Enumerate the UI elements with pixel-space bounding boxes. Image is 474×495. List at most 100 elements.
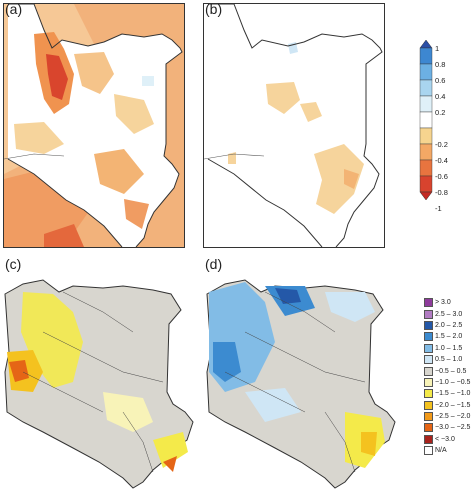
legend-label: −2.0 – −1.5 [435, 401, 471, 409]
legend-row: −3.0 – −2.5 [424, 422, 474, 433]
legend-swatch [424, 423, 433, 433]
colorbar-tick-label: -0.6 [435, 172, 448, 181]
colorbar-segment [419, 47, 433, 65]
kenya-border-south-a [7, 158, 123, 247]
anomaly-blob-b1 [266, 82, 300, 114]
anomaly-blob-b6 [228, 152, 236, 164]
legend-label: −1.0 – −0.5 [435, 378, 471, 386]
legend-row: −1.0 – −0.5 [424, 377, 474, 388]
lake-border-b [204, 153, 265, 160]
anomaly-blob-b4 [344, 169, 359, 189]
anomaly-blob-b3 [314, 144, 364, 214]
panel-label-c: (c) [5, 256, 22, 272]
colorbar: 1 0.8 0.6 0.4 0.2 -0.2 -0.4 -0.6 -0.8 -1 [419, 40, 448, 213]
trend-map-d [206, 279, 396, 489]
legend-row: 2.5 – 3.0 [424, 308, 474, 319]
legend-label: −0.5 – 0.5 [435, 367, 467, 375]
legend-row: −2.5 – −2.0 [424, 411, 474, 422]
legend-label: 1.5 – 2.0 [435, 333, 463, 341]
anomaly-blob-c6 [163, 456, 177, 472]
colorbar-tick-label: 0.8 [435, 60, 445, 69]
county-borders-c [22, 291, 164, 473]
legend-row: 2.0 – 2.5 [424, 320, 474, 331]
colorbar-tick-label: -0.4 [435, 156, 448, 165]
anomaly-blob-d8 [361, 432, 377, 456]
map-panel-c [3, 272, 198, 490]
lake-border-a [4, 153, 65, 160]
trend-legend: > 3.0 2.5 – 3.0 2.0 – 2.5 1.5 – 2.0 1.0 – 1.… [424, 297, 474, 456]
colorbar-bottom-arrow [419, 191, 433, 201]
colorbar-segment [419, 159, 433, 177]
anomaly-blob-a6 [94, 149, 144, 194]
map-panel-d [205, 272, 400, 490]
legend-swatch [424, 309, 433, 319]
panel-label-a: (a) [5, 1, 23, 17]
map-panel-a [3, 3, 185, 248]
legend-label: < −3.0 [435, 435, 455, 443]
county-borders-d [224, 291, 366, 473]
legend-row: −2.0 – −1.5 [424, 400, 474, 411]
correlation-map-a [4, 4, 184, 247]
colorbar-tick-label: -0.8 [435, 188, 448, 197]
legend-swatch [424, 389, 433, 399]
legend-swatch [424, 355, 433, 365]
legend-label: −1.5 – −1.0 [435, 390, 471, 398]
anomaly-blob-a4 [114, 94, 154, 134]
colorbar-tick-label: -0.2 [435, 140, 448, 149]
legend-label: > 3.0 [435, 299, 451, 307]
kenya-border-south-b [207, 158, 323, 247]
anomaly-blob-d2 [213, 342, 241, 382]
legend-label: N/A [435, 447, 447, 455]
anomaly-blob-c4 [103, 392, 153, 432]
correlation-map-b [204, 4, 384, 247]
legend-swatch [424, 446, 433, 456]
legend-row: −1.5 – −1.0 [424, 388, 474, 399]
anomaly-blob-a5 [14, 122, 64, 154]
legend-row: N/A [424, 445, 474, 456]
colorbar-segment [419, 127, 433, 145]
colorbar-segment [419, 175, 433, 193]
panel-label-b: (b) [205, 1, 223, 17]
legend-swatch [424, 400, 433, 410]
anomaly-blob-d6 [245, 388, 301, 422]
legend-label: 0.5 – 1.0 [435, 356, 463, 364]
colorbar-tick-label: 1 [435, 44, 439, 53]
colorbar-tick-label: 0.6 [435, 76, 445, 85]
kenya-border-b [208, 4, 383, 247]
anomaly-blob-a2 [46, 54, 68, 100]
legend-row: −0.5 – 0.5 [424, 365, 474, 376]
colorbar-tick-label: 0.2 [435, 108, 445, 117]
colorbar-segment [419, 79, 433, 97]
legend-row: 1.0 – 1.5 [424, 343, 474, 354]
colorbar-segment [419, 143, 433, 161]
anomaly-blob-b2 [300, 102, 322, 122]
colorbar-segment [419, 63, 433, 81]
trend-map-c [4, 279, 194, 489]
colorbar-top-arrow [419, 40, 433, 49]
legend-row: < −3.0 [424, 434, 474, 445]
legend-row: 1.5 – 2.0 [424, 331, 474, 342]
anomaly-blob-a8 [142, 76, 154, 86]
legend-row: 0.5 – 1.0 [424, 354, 474, 365]
legend-label: 2.0 – 2.5 [435, 321, 463, 329]
kenya-border-a [8, 4, 183, 247]
legend-swatch [424, 332, 433, 342]
legend-swatch [424, 377, 433, 387]
legend-swatch [424, 366, 433, 376]
anomaly-blob-c5 [153, 432, 188, 468]
anomaly-blob-a7 [124, 199, 149, 229]
legend-swatch [424, 343, 433, 353]
colorbar-segment [419, 111, 433, 129]
colorbar-tick-label: 0.4 [435, 92, 445, 101]
legend-label: 1.0 – 1.5 [435, 344, 463, 352]
anomaly-blob-d5 [325, 292, 375, 322]
pattern-zone-a3 [44, 224, 84, 247]
legend-swatch [424, 412, 433, 422]
map-panel-b [203, 3, 385, 248]
legend-swatch [424, 434, 433, 444]
colorbar-tick-label: -1 [435, 204, 442, 213]
anomaly-blob-a3 [74, 52, 114, 94]
legend-row: > 3.0 [424, 297, 474, 308]
colorbar-segment [419, 95, 433, 113]
anomaly-blob-c3 [9, 360, 29, 382]
